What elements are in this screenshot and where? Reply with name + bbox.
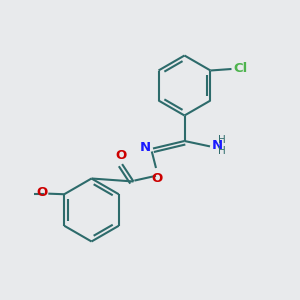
Text: O: O <box>115 149 126 162</box>
Text: O: O <box>37 186 48 199</box>
Text: H: H <box>218 135 226 146</box>
Text: N: N <box>212 139 223 152</box>
Text: O: O <box>151 172 162 184</box>
Text: N: N <box>140 141 151 154</box>
Text: Cl: Cl <box>233 62 247 76</box>
Text: H: H <box>218 146 226 156</box>
